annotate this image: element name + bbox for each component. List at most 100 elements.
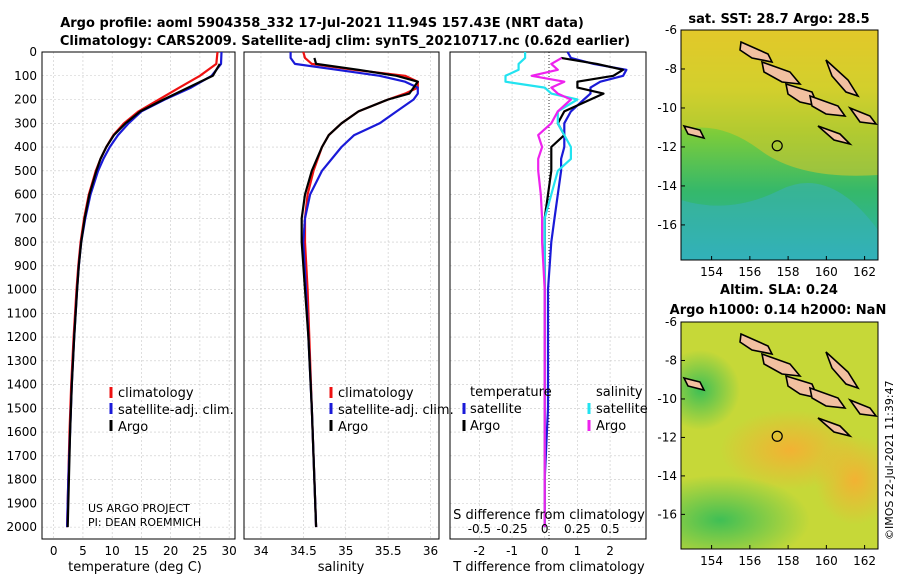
lat-tick: -14 bbox=[657, 469, 677, 483]
depth-tick: 600 bbox=[14, 188, 37, 202]
sla-float-marker bbox=[771, 430, 783, 442]
temperature-x-tick-labels: 0 5 10 15 20 25 30 bbox=[50, 544, 237, 558]
depth-tick: 800 bbox=[14, 235, 37, 249]
lat-tick: -14 bbox=[657, 179, 677, 193]
lat-tick: -6 bbox=[665, 315, 677, 329]
sst-field bbox=[681, 30, 878, 260]
sla-map: Altim. SLA: 0.24 Argo h1000: 0.14 h2000:… bbox=[657, 283, 887, 568]
depth-tick: 1500 bbox=[6, 401, 37, 415]
sla-low-region-south bbox=[681, 475, 810, 549]
legend-t-argo: Argo bbox=[470, 419, 500, 434]
lon-tick: 154 bbox=[700, 265, 723, 279]
lon-tick: 156 bbox=[738, 554, 761, 568]
x-tick: 25 bbox=[192, 544, 207, 558]
salinity-x-tick-labels: 34 34.5 35 35.5 36 bbox=[253, 544, 438, 558]
lat-tick: -8 bbox=[665, 353, 677, 367]
lon-tick: 162 bbox=[853, 265, 876, 279]
salinity-series bbox=[289, 51, 419, 528]
legend-temperature-heading: temperature bbox=[470, 385, 552, 400]
legend-argo: Argo bbox=[118, 420, 148, 435]
sst-cool-region bbox=[681, 183, 878, 260]
sst-map: sat. SST: 28.7 Argo: 28.5 -6-8-10-12-14-… bbox=[657, 12, 879, 279]
x-tick: 34.5 bbox=[290, 544, 317, 558]
depth-tick: 1700 bbox=[6, 449, 37, 463]
x-tick: 35.5 bbox=[375, 544, 402, 558]
sla-map-title: Altim. SLA: 0.24 bbox=[720, 283, 838, 298]
lat-tick: -12 bbox=[657, 430, 677, 444]
series-line-satellite-adj-clim- bbox=[289, 52, 419, 528]
depth-tick: 1600 bbox=[6, 425, 37, 439]
difference-legend: temperature satellite Argo salinity sate… bbox=[462, 385, 648, 434]
depth-tick: 1900 bbox=[6, 496, 37, 510]
depth-tick: 0 bbox=[29, 45, 37, 59]
lat-tick: -8 bbox=[665, 62, 677, 76]
temperature-axes-frame bbox=[41, 51, 236, 540]
depth-tick: 2000 bbox=[6, 520, 37, 534]
depth-tick: 400 bbox=[14, 140, 37, 154]
difference-axes-frame bbox=[449, 51, 647, 540]
lat-tick: -10 bbox=[657, 101, 677, 115]
temperature-panel: 0100200300400500600700800900100011001200… bbox=[6, 45, 236, 575]
salinity-x-label: salinity bbox=[318, 560, 365, 575]
sla-lon-ticks: 154 156 158 160 162 bbox=[700, 545, 876, 568]
imos-stamp: ©IMOS 22-Jul-2021 11:39:47 bbox=[883, 380, 896, 540]
credit-pi: PI: DEAN ROEMMICH bbox=[88, 516, 201, 529]
depth-tick: 1800 bbox=[6, 473, 37, 487]
x-tick: 20 bbox=[163, 544, 178, 558]
depth-tick: 900 bbox=[14, 259, 37, 273]
lat-tick: -16 bbox=[657, 218, 677, 232]
lon-tick: 158 bbox=[777, 265, 800, 279]
lat-tick: -10 bbox=[657, 392, 677, 406]
x-tick: 0 bbox=[50, 544, 58, 558]
x-tick: 35 bbox=[338, 544, 353, 558]
s-diff-tick: 0 bbox=[541, 522, 549, 536]
depth-tick: 100 bbox=[14, 69, 37, 83]
salinity-axes-frame bbox=[243, 51, 440, 540]
legend2-satellite-adj: satellite-adj. clim. bbox=[338, 403, 454, 418]
depth-tick: 1300 bbox=[6, 354, 37, 368]
t-diff-tick: -2 bbox=[473, 544, 485, 558]
sla-field bbox=[681, 322, 878, 549]
sst-lon-ticks: 154 156 158 160 162 bbox=[700, 256, 876, 279]
figure-title-line2: Climatology: CARS2009. Satellite-adj cli… bbox=[60, 34, 630, 49]
t-diff-tick: -1 bbox=[506, 544, 518, 558]
s-diff-tick: 0.5 bbox=[601, 522, 620, 536]
lon-tick: 162 bbox=[853, 554, 876, 568]
temperature-x-label: temperature (deg C) bbox=[68, 560, 202, 575]
profile-legend: climatology satellite-adj. clim. Argo bbox=[109, 386, 234, 435]
legend-s-satellite: satellite bbox=[596, 402, 648, 417]
temperature-grid bbox=[42, 51, 235, 539]
legend-salinity-heading: salinity bbox=[596, 385, 643, 400]
sla-map-subtitle: Argo h1000: 0.14 h2000: NaN bbox=[670, 303, 887, 318]
s-diff-tick-labels: -0.5 -0.25 0 0.25 0.5 bbox=[468, 522, 620, 536]
legend-satellite-adj: satellite-adj. clim. bbox=[118, 403, 234, 418]
x-tick: 36 bbox=[423, 544, 438, 558]
t-diff-x-label: T difference from climatology bbox=[452, 560, 645, 575]
diff-line-temperature-argo bbox=[543, 56, 625, 528]
lat-tick: -12 bbox=[657, 140, 677, 154]
legend-t-satellite: satellite bbox=[470, 402, 522, 417]
legend2-climatology: climatology bbox=[338, 386, 414, 401]
credit-project: US ARGO PROJECT bbox=[88, 502, 190, 515]
t-diff-tick: 1 bbox=[574, 544, 582, 558]
temperature-series bbox=[66, 51, 223, 528]
difference-series bbox=[504, 51, 628, 528]
t-diff-tick: 2 bbox=[606, 544, 614, 558]
t-diff-tick: 0 bbox=[541, 544, 549, 558]
depth-tick: 1400 bbox=[6, 378, 37, 392]
salinity-panel: 34 34.5 35 35.5 36 salinity climatology sate… bbox=[243, 51, 454, 575]
s-diff-tick: -0.5 bbox=[468, 522, 491, 536]
depth-tick: 1200 bbox=[6, 330, 37, 344]
legend-s-argo: Argo bbox=[596, 419, 626, 434]
depth-tick: 1000 bbox=[6, 283, 37, 297]
depth-tick: 300 bbox=[14, 116, 37, 130]
x-tick: 34 bbox=[253, 544, 268, 558]
sla-low-region-west bbox=[681, 350, 740, 430]
depth-tick: 200 bbox=[14, 93, 37, 107]
sst-float-marker bbox=[771, 140, 783, 152]
t-diff-tick-labels: -2 -1 0 1 2 bbox=[473, 544, 613, 558]
depth-tick-labels: 0 100 200 300 400 500 600 700 800 900 1000 1100 1200… bbox=[6, 45, 37, 534]
x-tick: 30 bbox=[222, 544, 237, 558]
